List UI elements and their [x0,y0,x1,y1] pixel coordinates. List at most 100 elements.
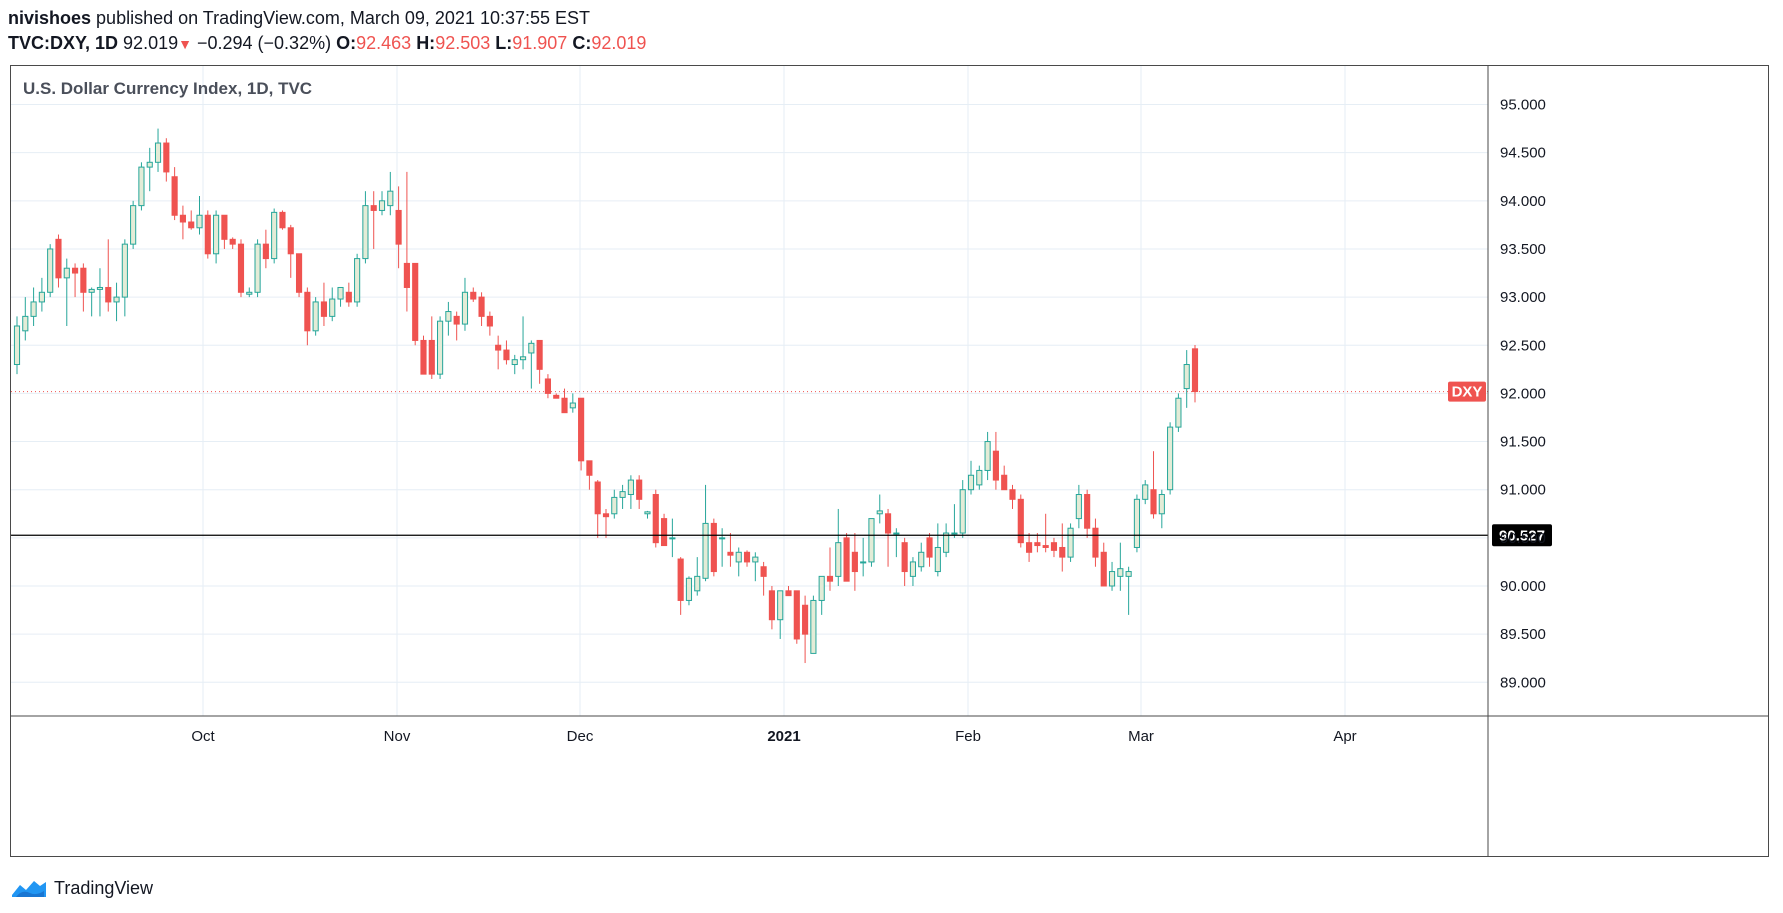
candle-up [777,590,784,639]
candle-down [826,547,834,591]
author-name[interactable]: nivishoes [8,8,92,28]
tradingview-logo-icon[interactable] [10,877,48,899]
candle-up [1142,480,1149,505]
candle-body [254,243,261,293]
candle-body [38,291,45,303]
candle-body [719,537,726,540]
candle-body [345,291,352,303]
candle-down [802,595,809,664]
candle-body [412,262,419,341]
candle-body [13,325,21,366]
candle-body [685,577,693,601]
footer-brand[interactable]: TradingView [54,877,154,898]
candle-down [345,282,352,307]
candle-down [901,537,908,586]
candle-body [660,518,668,547]
candle-body [528,342,535,354]
candle-up [246,287,253,298]
candle-body [793,590,800,640]
open-label: O: [336,33,357,53]
candle-body [179,214,186,223]
candle-body [312,301,319,332]
candle-body [1150,489,1157,515]
candle-up [934,523,941,577]
candle-body [818,575,825,601]
candle-down [237,239,245,298]
candle-down [105,239,112,312]
candle-body [320,301,328,317]
candle-body [105,286,112,303]
y-tick-label: 94.500 [1500,145,1546,162]
y-tick-label: 91.000 [1500,482,1546,499]
footer: TradingView [10,874,153,902]
close-value: 92.019 [591,33,647,53]
candle-body [96,286,104,290]
candle-body [188,221,195,229]
candle-body [918,551,925,568]
price-change: −0.294 (−0.32%) [196,33,332,53]
y-tick-label: 93.500 [1500,241,1546,258]
candle-up [976,465,983,490]
candlestick-chart[interactable]: DXY 90.527 95.000 94.500 94.000 93.500 93.000… [11,66,1768,856]
candle-body [569,402,576,409]
candle-body [826,575,834,582]
candle-body [80,267,87,293]
candle-up [329,287,336,322]
candle-down [768,586,775,630]
candle-body [213,214,220,255]
candle-down [80,263,87,312]
candle-body [1183,364,1190,390]
chart-frame[interactable]: DXY 90.527 95.000 94.500 94.000 93.500 93.000… [10,65,1769,857]
candle-body [354,258,361,303]
candle-up [685,576,693,606]
candle-body [669,537,676,540]
candle-up [967,460,975,495]
candle-down [992,431,999,490]
candle-body [627,479,634,496]
candle-body [304,291,311,332]
candle-down [295,253,303,298]
candle-body [138,166,145,207]
candle-down [1092,518,1099,567]
y-tick-label: 94.000 [1500,193,1546,210]
candle-up [113,282,120,322]
candle-down [1017,494,1024,548]
candle-down [55,234,62,288]
candle-body [959,489,966,534]
candle-down [1009,484,1016,509]
candle-down [677,557,684,615]
candle-up [30,287,37,326]
candle-down [578,397,585,471]
high-value: 92.503 [435,33,491,53]
candle-up [130,200,137,249]
candle-body [262,243,269,260]
open-value: 92.463 [356,33,412,53]
last-price: 92.019 [123,33,179,53]
candle-up [337,286,344,307]
candle-up [445,301,452,336]
candle-body [777,590,784,621]
candle-up [735,547,742,577]
candle-body [951,532,958,535]
candle-body [486,315,493,327]
candles [13,128,1199,664]
candle-down [495,335,502,370]
candle-down [486,311,493,336]
candle-body [387,190,394,207]
candle-body [976,469,983,486]
candle-body [1001,474,1008,491]
candle-body [868,518,875,563]
candle-body [893,532,900,535]
candle-down [370,191,377,249]
candle-up [121,239,128,317]
candle-down [279,210,286,230]
candle-up [387,171,394,216]
candle-body [1009,489,1016,500]
y-tick-label: 93.000 [1500,289,1546,306]
candle-body [511,359,518,366]
candle-body [1191,348,1199,393]
candle-down [1001,465,1008,491]
candle-body [63,267,70,279]
candle-up [1175,393,1182,432]
candle-up [835,508,842,586]
